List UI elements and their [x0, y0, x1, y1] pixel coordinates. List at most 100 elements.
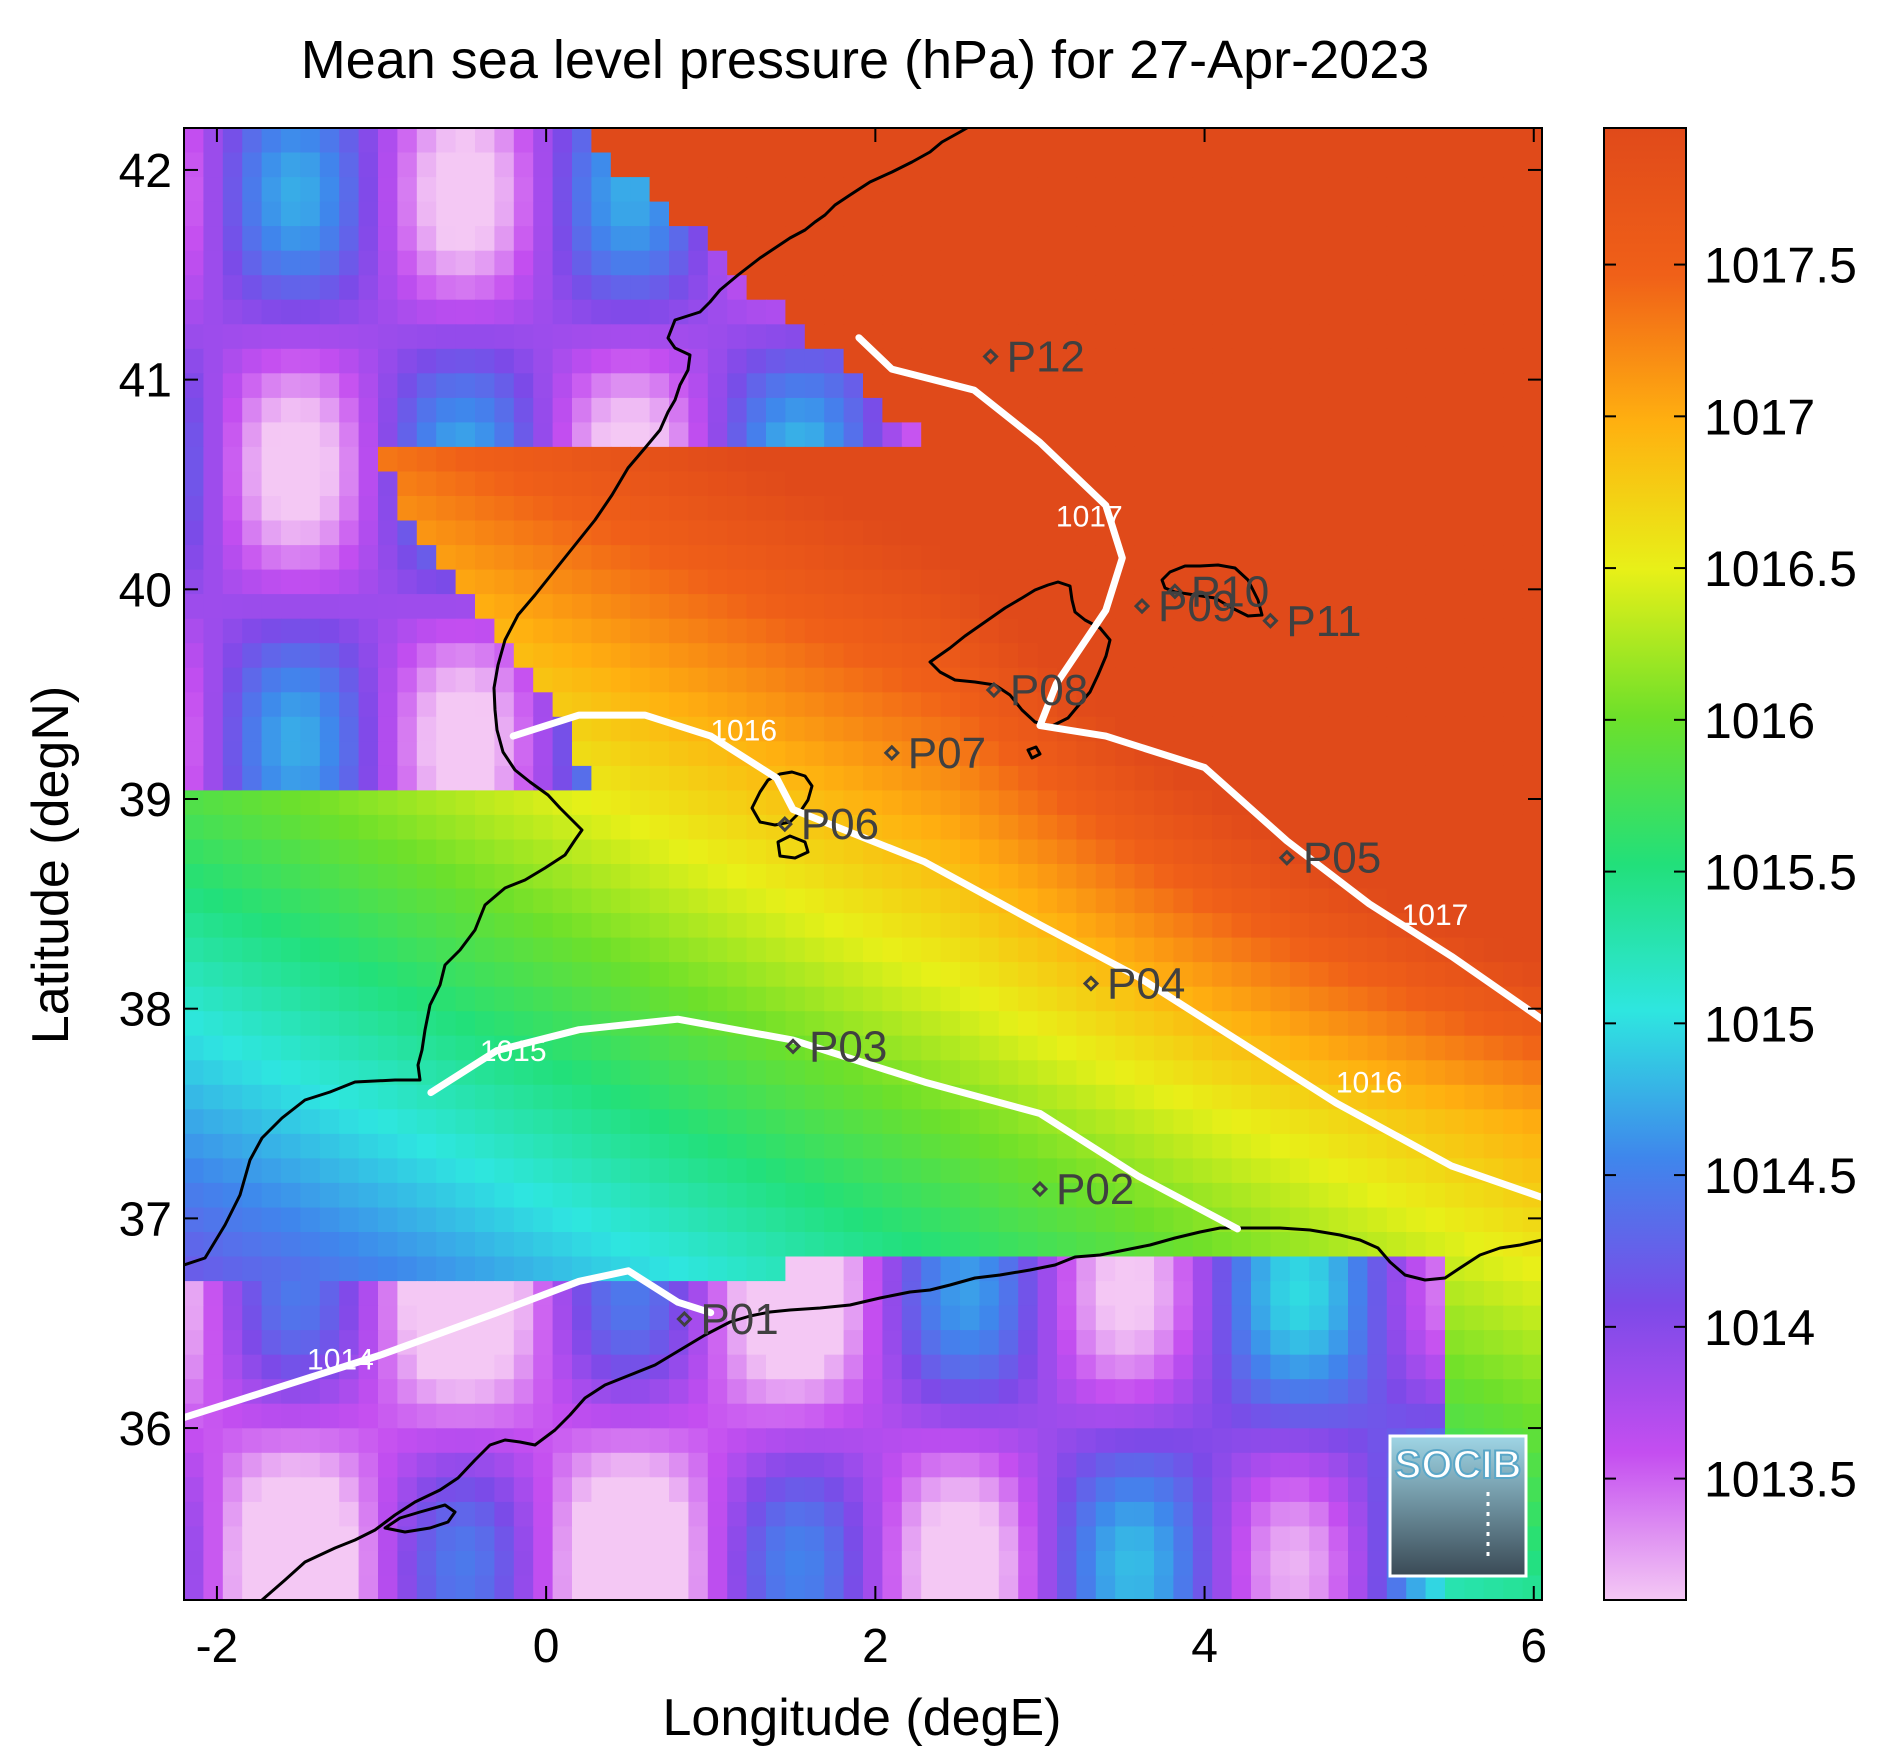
heatmap-cell	[591, 643, 612, 669]
heatmap-cell	[1386, 545, 1407, 571]
heatmap-cell	[1192, 152, 1213, 178]
heatmap-cell	[630, 986, 651, 1012]
heatmap-cell	[727, 937, 748, 963]
heatmap-cell	[1134, 1084, 1155, 1111]
heatmap-cell	[824, 1379, 845, 1405]
heatmap-cell	[397, 1060, 418, 1086]
heatmap-cell	[1425, 594, 1446, 620]
heatmap-cell	[863, 128, 884, 154]
station-label-p07: P07	[908, 729, 986, 778]
heatmap-cell	[610, 152, 631, 178]
heatmap-cell	[397, 373, 418, 399]
heatmap-cell	[455, 1232, 476, 1258]
heatmap-cell	[494, 667, 515, 693]
heatmap-cell	[1115, 1182, 1136, 1209]
heatmap-cell	[1309, 643, 1330, 669]
heatmap-cell	[630, 1501, 651, 1528]
heatmap-cell	[1406, 594, 1427, 620]
heatmap-cell	[1231, 299, 1252, 325]
heatmap-cell	[1037, 864, 1058, 890]
heatmap-cell	[882, 496, 903, 522]
heatmap-cell	[1328, 128, 1349, 154]
heatmap-cell	[494, 913, 515, 939]
heatmap-cell	[203, 324, 224, 350]
heatmap-cell	[300, 1575, 321, 1600]
heatmap-cell	[882, 1501, 903, 1528]
heatmap-cell	[416, 716, 437, 743]
heatmap-cell	[358, 1550, 379, 1577]
heatmap-cell	[766, 1452, 787, 1479]
heatmap-cell	[184, 201, 205, 227]
colorbar-tick-label: 1014	[1704, 1300, 1815, 1356]
heatmap-cell	[785, 1379, 806, 1405]
heatmap-cell	[1289, 1084, 1310, 1111]
heatmap-cell	[436, 1379, 457, 1405]
heatmap-cell	[785, 937, 806, 963]
heatmap-cell	[455, 569, 476, 595]
heatmap-cell	[882, 1428, 903, 1454]
heatmap-cell	[727, 814, 748, 841]
heatmap-cell	[921, 569, 942, 595]
heatmap-cell	[630, 1526, 651, 1552]
heatmap-cell	[1289, 1133, 1310, 1160]
heatmap-cell	[940, 962, 961, 988]
heatmap-cell	[824, 569, 845, 595]
heatmap-cell	[1367, 128, 1388, 154]
heatmap-cell	[222, 1477, 243, 1503]
heatmap-cell	[300, 348, 321, 375]
heatmap-cell	[494, 1109, 515, 1135]
heatmap-cell	[843, 1305, 864, 1331]
heatmap-cell	[1231, 373, 1252, 399]
heatmap-cell	[960, 348, 981, 375]
heatmap-cell	[184, 716, 205, 743]
heatmap-cell	[591, 1182, 612, 1209]
heatmap-cell	[1115, 1207, 1136, 1233]
heatmap-cell	[804, 1354, 825, 1380]
heatmap-cell	[358, 1501, 379, 1528]
heatmap-cell	[513, 152, 534, 178]
heatmap-cell	[552, 1550, 573, 1577]
heatmap-cell	[397, 888, 418, 914]
heatmap-cell	[940, 1452, 961, 1479]
heatmap-cell	[1386, 986, 1407, 1012]
heatmap-cell	[281, 446, 302, 473]
heatmap-cell	[804, 1133, 825, 1160]
heatmap-cell	[1251, 864, 1272, 890]
heatmap-cell	[1231, 1133, 1252, 1160]
heatmap-cell	[184, 348, 205, 375]
heatmap-cell	[1328, 1550, 1349, 1577]
heatmap-cell	[1095, 275, 1116, 301]
heatmap-cell	[242, 716, 263, 743]
heatmap-cell	[533, 790, 554, 816]
heatmap-cell	[242, 226, 263, 252]
heatmap-cell	[242, 373, 263, 399]
heatmap-cell	[824, 790, 845, 816]
heatmap-cell	[397, 1403, 418, 1429]
heatmap-cell	[591, 937, 612, 963]
heatmap-cell	[863, 790, 884, 816]
heatmap-cell	[1464, 177, 1485, 203]
heatmap-cell	[397, 545, 418, 571]
heatmap-cell	[1212, 1452, 1233, 1479]
heatmap-cell	[901, 1428, 922, 1454]
heatmap-cell	[1503, 864, 1524, 890]
heatmap-cell	[1076, 422, 1097, 448]
heatmap-cell	[533, 1354, 554, 1380]
heatmap-cell	[378, 1207, 399, 1233]
heatmap-cell	[319, 1281, 340, 1307]
heatmap-cell	[455, 937, 476, 963]
heatmap-cell	[649, 888, 670, 914]
heatmap-cell	[1154, 1281, 1175, 1307]
heatmap-cell	[688, 913, 709, 939]
heatmap-cell	[339, 790, 360, 816]
heatmap-cell	[281, 962, 302, 988]
heatmap-cell	[222, 814, 243, 841]
heatmap-cell	[843, 618, 864, 644]
heatmap-cell	[319, 1207, 340, 1233]
heatmap-cell	[1328, 1011, 1349, 1037]
heatmap-cell	[1037, 1133, 1058, 1160]
heatmap-cell	[184, 1281, 205, 1307]
heatmap-cell	[1154, 692, 1175, 718]
heatmap-cell	[1270, 1011, 1291, 1037]
heatmap-cell	[630, 839, 651, 865]
